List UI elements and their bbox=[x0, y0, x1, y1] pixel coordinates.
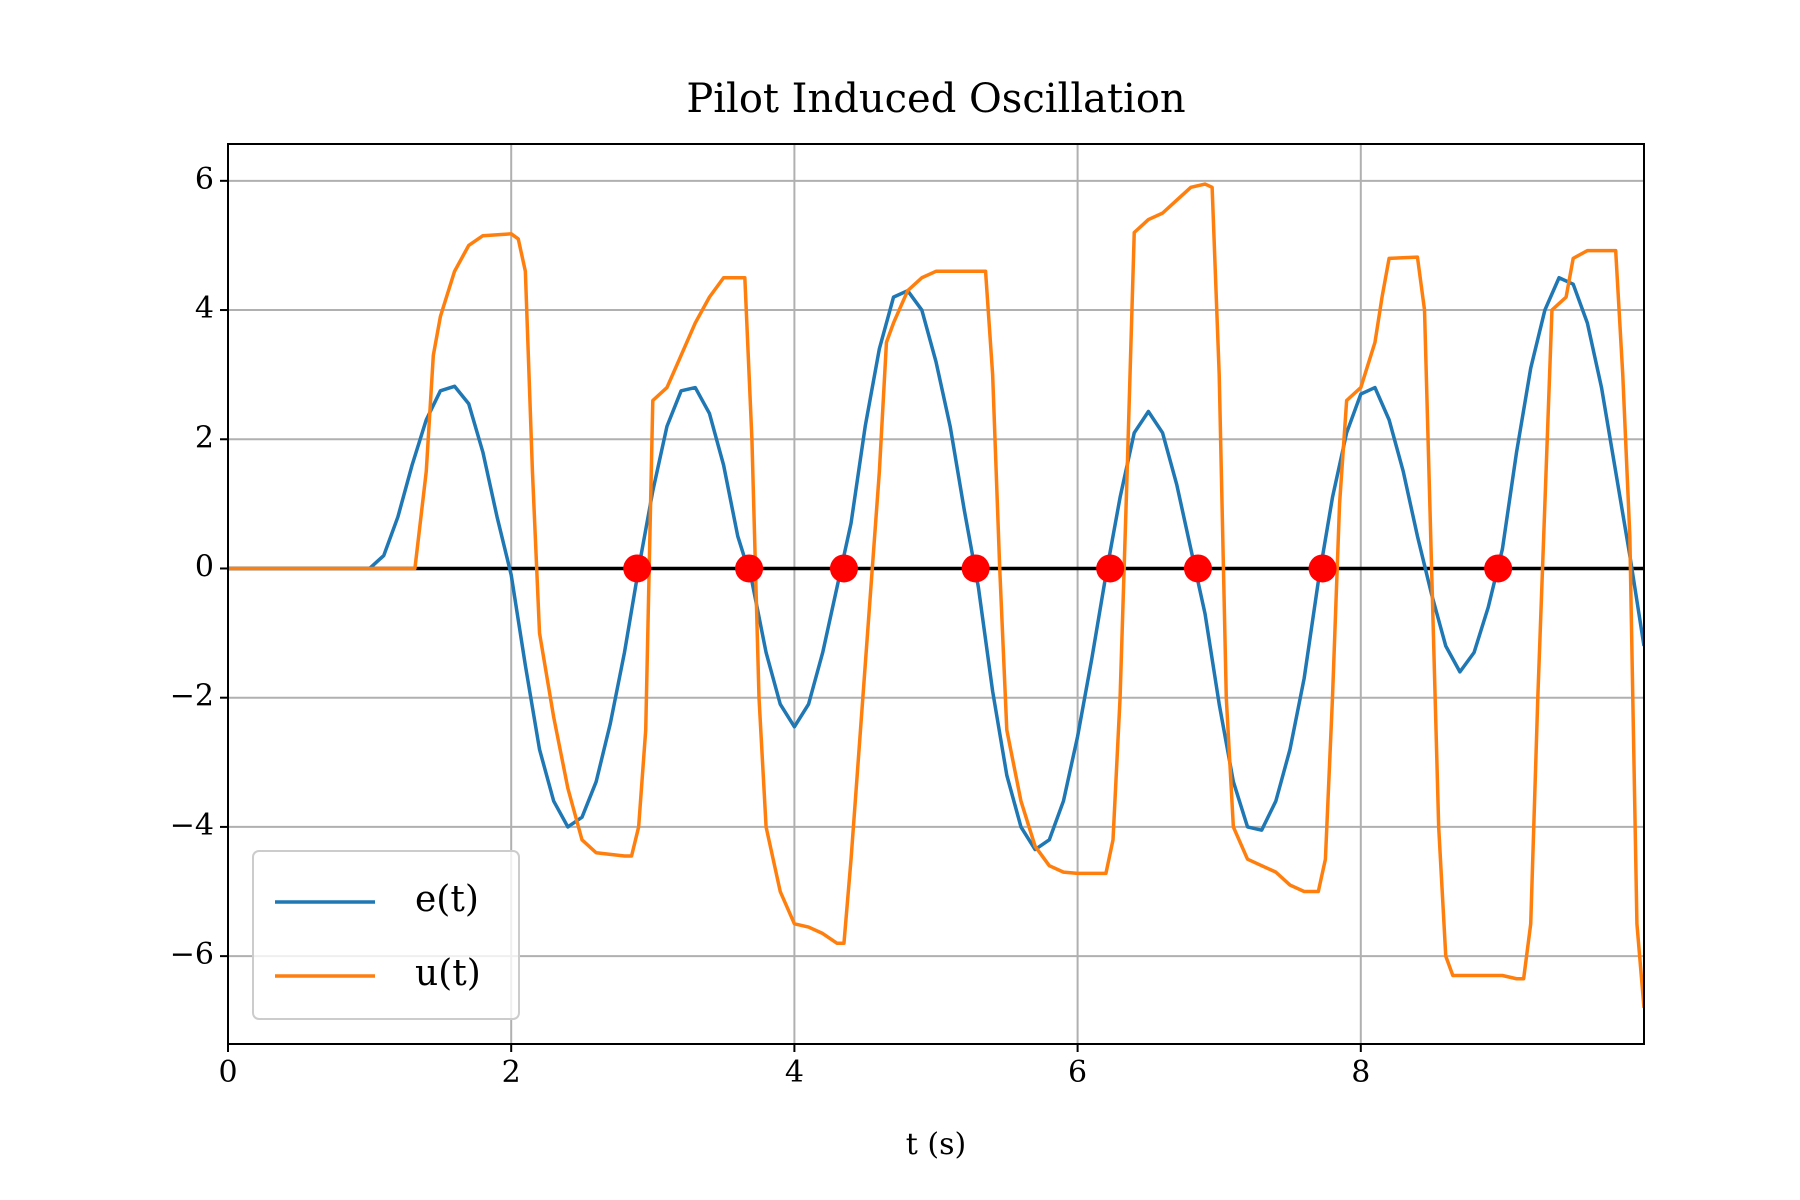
chart-title: Pilot Induced Oscillation bbox=[686, 76, 1185, 122]
x-tick-label: 2 bbox=[502, 1055, 521, 1090]
legend-label: u(t) bbox=[415, 953, 481, 994]
x-tick-label: 8 bbox=[1351, 1055, 1370, 1090]
line-series bbox=[228, 275, 1644, 852]
y-tick-label: −2 bbox=[170, 679, 214, 714]
legend: e(t) u(t) bbox=[252, 850, 520, 1020]
y-tick-label: 0 bbox=[195, 549, 214, 584]
x-tick-label: 6 bbox=[1068, 1055, 1087, 1090]
point bbox=[735, 554, 764, 583]
line-series bbox=[228, 182, 1644, 1008]
y-tick-label: −4 bbox=[170, 808, 214, 843]
x-tick-label: 0 bbox=[218, 1055, 237, 1090]
y-tick-label: 2 bbox=[195, 420, 214, 455]
point bbox=[829, 554, 858, 583]
point bbox=[623, 554, 652, 583]
point bbox=[1308, 554, 1337, 583]
x-tick-label: 4 bbox=[785, 1055, 804, 1090]
y-tick-label: −6 bbox=[170, 937, 214, 972]
point bbox=[961, 554, 990, 583]
x-axis-label: t (s) bbox=[906, 1127, 966, 1162]
point bbox=[1484, 554, 1513, 583]
plot-area bbox=[228, 182, 1644, 1008]
y-tick-label: 6 bbox=[195, 162, 214, 197]
point bbox=[1183, 554, 1212, 583]
point bbox=[1096, 554, 1125, 583]
y-tick-label: 4 bbox=[195, 291, 214, 326]
legend-label: e(t) bbox=[415, 879, 479, 920]
axes-frame bbox=[227, 143, 1645, 1045]
